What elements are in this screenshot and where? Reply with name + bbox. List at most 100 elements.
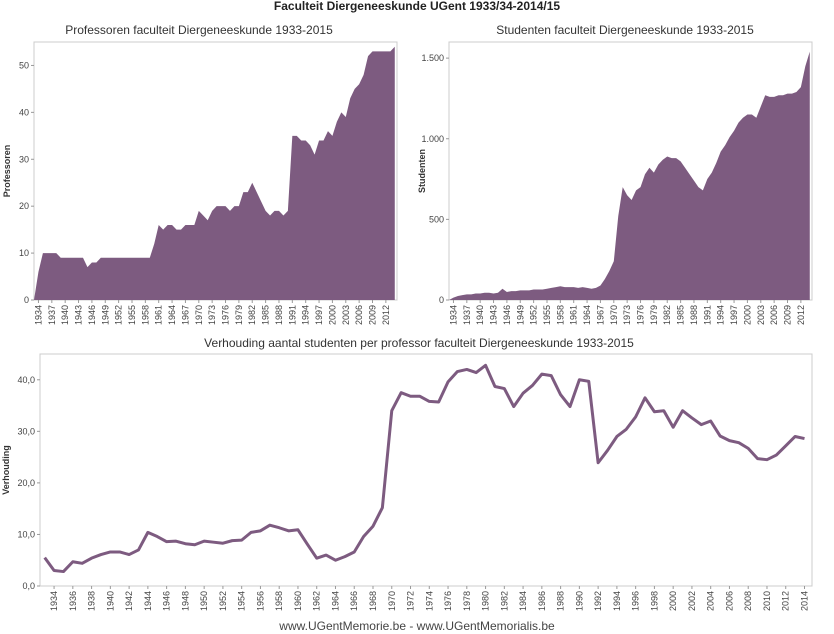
x-tick-label: 1988	[689, 305, 699, 325]
x-tick-label: 1952	[218, 591, 228, 611]
x-tick-label: 1982	[247, 305, 257, 325]
x-tick-label: 2000	[742, 305, 752, 325]
x-tick-label: 1949	[100, 305, 110, 325]
y-tick-label: 0,0	[22, 581, 35, 591]
x-tick-label: 1978	[462, 591, 472, 611]
plot-frame	[39, 353, 813, 587]
x-tick-label: 1980	[481, 591, 491, 611]
x-tick-label: 1944	[143, 591, 153, 611]
x-tick-label: 2003	[341, 305, 351, 325]
x-tick-label: 1958	[140, 305, 150, 325]
x-tick-label: 1948	[180, 591, 190, 611]
x-tick-label: 1970	[387, 591, 397, 611]
x-tick-label: 1979	[234, 305, 244, 325]
x-tick-label: 2009	[783, 305, 793, 325]
x-tick-label: 1982	[662, 305, 672, 325]
x-tick-label: 1943	[489, 305, 499, 325]
y-tick-label: 10	[19, 248, 29, 258]
y-axis-label: Verhouding	[1, 445, 11, 495]
x-tick-label: 1942	[124, 591, 134, 611]
x-tick-label: 1943	[74, 305, 84, 325]
x-tick-label: 1973	[207, 305, 217, 325]
x-tick-label: 1970	[609, 305, 619, 325]
x-tick-label: 1952	[529, 305, 539, 325]
y-axis-label: Professoren	[2, 145, 12, 198]
x-tick-label: 1968	[368, 591, 378, 611]
x-tick-label: 1960	[293, 591, 303, 611]
x-tick-label: 1996	[631, 591, 641, 611]
x-tick-label: 1967	[180, 305, 190, 325]
x-tick-label: 1949	[515, 305, 525, 325]
x-tick-label: 1946	[162, 591, 172, 611]
x-tick-label: 1988	[556, 591, 566, 611]
x-tick-label: 1997	[729, 305, 739, 325]
x-tick-label: 2003	[756, 305, 766, 325]
line-series-verhouding	[43, 363, 805, 574]
chart-studenten: 0 500 1.000 1.500 1934 1937 1940 1943 1946 1949 19…	[417, 41, 813, 325]
x-tick-label: 1974	[424, 591, 434, 611]
x-tick-label: 2014	[799, 591, 809, 611]
x-tick-label: 1936	[68, 591, 78, 611]
x-tick-label: 1991	[287, 305, 297, 325]
x-tick-label: 1937	[462, 305, 472, 325]
x-tick-label: 2006	[724, 591, 734, 611]
x-tick-label: 2012	[796, 305, 806, 325]
x-tick-label: 1937	[47, 305, 57, 325]
y-tick-label: 20,0	[17, 478, 35, 488]
y-tick-label: 40	[19, 107, 29, 117]
x-tick-label: 1984	[518, 591, 528, 611]
x-tick-label: 1964	[582, 305, 592, 325]
x-tick-label: 2008	[743, 591, 753, 611]
x-tick-label: 1952	[114, 305, 124, 325]
x-tick-label: 2002	[687, 591, 697, 611]
x-tick-label: 1954	[237, 591, 247, 611]
x-tick-label: 1956	[255, 591, 265, 611]
y-tick-label: 30,0	[17, 426, 35, 436]
x-tick-label: 1946	[87, 305, 97, 325]
x-tick-label: 1985	[261, 305, 271, 325]
y-tick-label: 20	[19, 201, 29, 211]
x-tick-label: 1958	[274, 591, 284, 611]
x-tick-label: 1946	[502, 305, 512, 325]
x-tick-label: 1998	[649, 591, 659, 611]
x-tick-label: 1973	[622, 305, 632, 325]
x-tick-label: 2010	[762, 591, 772, 611]
x-tick-label: 1934	[49, 591, 59, 611]
x-tick-label: 1976	[221, 305, 231, 325]
footer-links[interactable]: www.UGentMemorie.be - www.UGentMemoriali…	[279, 619, 555, 633]
x-tick-label: 1938	[87, 591, 97, 611]
x-tick-label: 1940	[105, 591, 115, 611]
x-tick-label: 1976	[443, 591, 453, 611]
x-tick-label: 1992	[593, 591, 603, 611]
x-tick-label: 1964	[167, 305, 177, 325]
x-tick-label: 1934	[33, 305, 43, 325]
x-tick-label: 2009	[368, 305, 378, 325]
x-tick-label: 2012	[381, 305, 391, 325]
x-tick-label: 1961	[569, 305, 579, 325]
x-tick-label: 1966	[349, 591, 359, 611]
x-tick-label: 1990	[574, 591, 584, 611]
x-tick-label: 1976	[636, 305, 646, 325]
x-tick-label: 1994	[612, 591, 622, 611]
x-tick-label: 1955	[127, 305, 137, 325]
x-tick-label: 1958	[555, 305, 565, 325]
y-axis-label: Studenten	[417, 149, 427, 193]
x-tick-label: 1940	[60, 305, 70, 325]
y-tick-label: 0	[24, 295, 29, 305]
main-title: Faculteit Diergeneeskunde UGent 1933/34-…	[273, 0, 561, 13]
y-tick-label: 500	[429, 214, 444, 224]
y-tick-label: 0	[439, 295, 444, 305]
y-tick-label: 30	[19, 154, 29, 164]
x-tick-label: 1982	[499, 591, 509, 611]
x-tick-label: 2006	[354, 305, 364, 325]
y-tick-label: 10,0	[17, 529, 35, 539]
x-tick-label: 2000	[668, 591, 678, 611]
x-tick-label: 1970	[194, 305, 204, 325]
x-tick-label: 1961	[154, 305, 164, 325]
chart-studenten-title: Studenten faculteit Diergeneeskunde 1933…	[496, 23, 754, 37]
chart-verhouding: 0,0 10,0 20,0 30,0 40,0 1934 1936 1938 1940 1942 1…	[1, 353, 813, 611]
x-tick-label: 1955	[542, 305, 552, 325]
x-tick-label: 1964	[330, 591, 340, 611]
x-tick-label: 2006	[769, 305, 779, 325]
